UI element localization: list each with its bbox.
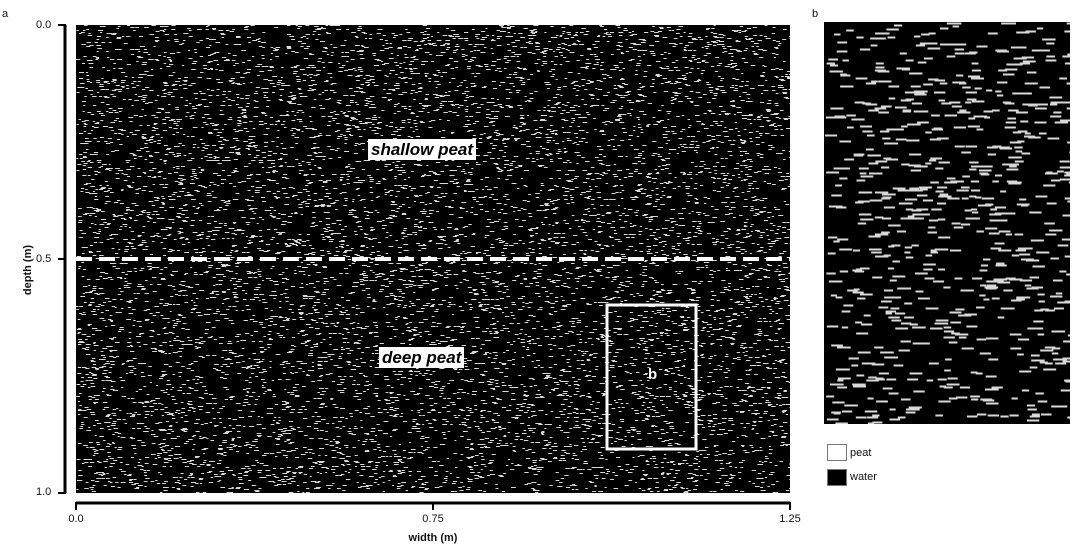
legend-label-water: water bbox=[850, 471, 877, 483]
inset-label: b bbox=[648, 366, 658, 383]
x-axis-title: width (m) bbox=[408, 532, 458, 544]
tex-b-path bbox=[825, 22, 1070, 424]
legend-swatch-peat bbox=[827, 444, 847, 461]
y-tick-label-1: 0.5 bbox=[36, 253, 52, 265]
y-axis bbox=[58, 24, 67, 494]
legend-swatch-water bbox=[827, 469, 847, 486]
x-axis bbox=[75, 501, 791, 510]
shallow-peat-label: shallow peat bbox=[368, 139, 477, 160]
panel-a-texture bbox=[76, 25, 790, 493]
panel-b-texture bbox=[824, 22, 1070, 424]
legend-label-peat: peat bbox=[850, 447, 872, 459]
y-tick-label-0: 0.0 bbox=[36, 19, 52, 31]
panel-b-letter: b bbox=[812, 8, 819, 20]
deep-peat-label: deep peat bbox=[379, 347, 465, 368]
inset-box bbox=[605, 303, 698, 451]
x-tick-label-2: 1.25 bbox=[779, 513, 801, 525]
x-tick-label-1: 0.75 bbox=[422, 513, 444, 525]
y-axis-title: depth (m) bbox=[22, 244, 34, 296]
panel-b-dashes bbox=[825, 22, 1070, 424]
x-tick-label-0: 0.0 bbox=[68, 513, 84, 525]
panel-a-letter: a bbox=[2, 8, 9, 20]
y-tick-label-2: 1.0 bbox=[36, 486, 52, 498]
